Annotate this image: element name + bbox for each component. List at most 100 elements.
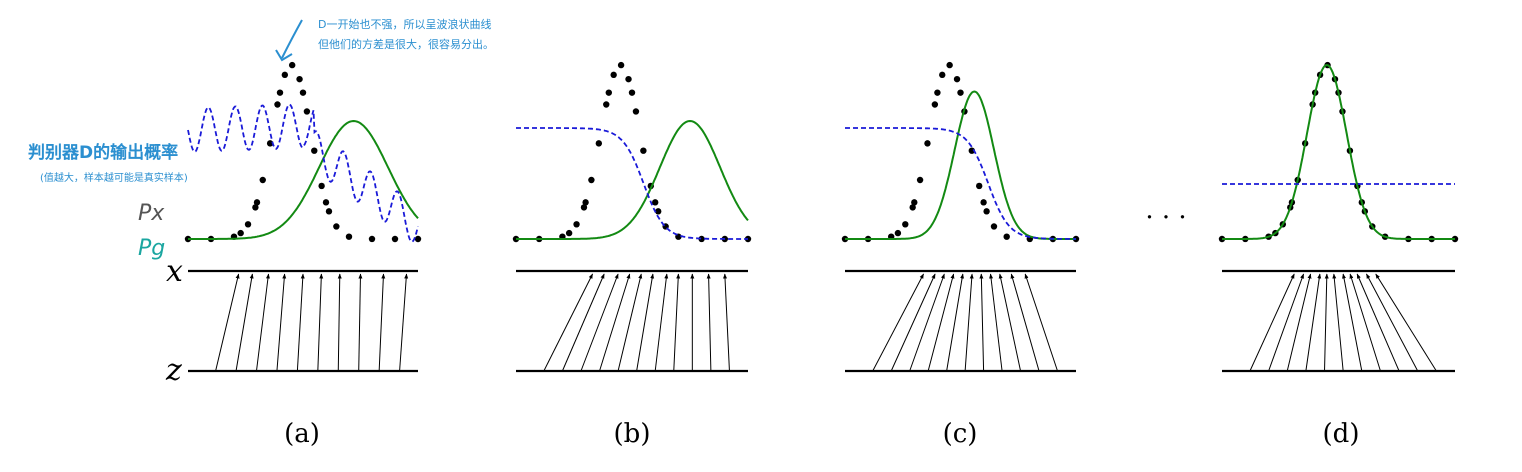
mapping-arrow (1342, 273, 1363, 372)
z-axis-label: z (165, 353, 182, 388)
mapping-arrow (998, 273, 1022, 372)
data-distribution-dot (632, 108, 640, 115)
mapping-arrow (946, 273, 965, 372)
mapping-arrow (296, 273, 305, 372)
data-distribution-dot (976, 182, 983, 190)
generator-distribution-curve (1222, 63, 1455, 240)
data-distribution-dot (983, 208, 990, 215)
data-distribution-dot (259, 176, 266, 184)
data-distribution-dot (281, 71, 289, 79)
data-distribution-dot (939, 71, 946, 79)
data-distribution-dot (244, 221, 252, 228)
data-distribution-dot (253, 199, 261, 206)
mapping-arrow (1249, 273, 1295, 372)
legend-pg: Pg (138, 236, 165, 261)
data-distribution-dot (266, 140, 274, 147)
data-distribution-dot (391, 235, 399, 243)
legend-px: Px (138, 201, 165, 226)
panel-c (841, 61, 1080, 373)
mapping-arrow (673, 273, 681, 372)
annotation-arrow-head (275, 49, 293, 62)
data-distribution-dot (625, 75, 632, 83)
data-distribution-dot (605, 89, 612, 96)
ellipsis: · · · (1145, 203, 1186, 233)
caption-a: (a) (284, 419, 320, 449)
data-distribution-dot (565, 229, 573, 237)
mapping-arrow (599, 273, 631, 372)
data-distribution-dot (603, 101, 610, 108)
mapping-arrow (399, 273, 409, 372)
data-distribution-dot (946, 61, 953, 69)
data-distribution-dot (640, 147, 647, 154)
data-distribution-dot (953, 75, 961, 83)
data-distribution-dot (345, 233, 353, 240)
mapping-arrow (1349, 273, 1381, 372)
discriminator-output-curve (845, 127, 1076, 240)
panel-a (184, 61, 422, 373)
mapping-arrow (543, 273, 594, 372)
mapping-arrow (337, 273, 342, 372)
mapping-arrow (1286, 273, 1312, 372)
data-distribution-dot (1003, 233, 1010, 240)
data-distribution-dot (296, 75, 303, 83)
data-distribution-dot (595, 140, 603, 147)
caption-b: (b) (614, 419, 651, 449)
mapping-arrow (358, 273, 363, 372)
data-distribution-dot (303, 108, 311, 115)
annotation-arrow-shaft (281, 19, 303, 59)
mapping-arrow (1010, 273, 1040, 372)
mapping-arrow (255, 273, 270, 372)
data-distribution-dot (573, 221, 580, 228)
data-distribution-dot (368, 235, 376, 243)
mapping-arrow (872, 273, 924, 372)
data-distribution-dot (911, 199, 918, 206)
mapping-arrow (1268, 273, 1305, 372)
mapping-arrow (1366, 273, 1419, 372)
data-distribution-dot (582, 199, 589, 206)
generator-distribution-curve (516, 119, 749, 240)
top-note-line1: D一开始也不强，所以呈波浪状曲线 (318, 17, 491, 31)
mapping-arrow (1024, 273, 1058, 372)
data-distribution-dot (909, 204, 916, 211)
data-distribution-dot (617, 61, 625, 69)
discriminator-output-curve (187, 103, 419, 243)
panel-b (512, 61, 752, 373)
data-distribution-dot (288, 61, 296, 69)
data-distribution-dot (299, 89, 307, 96)
data-distribution-dot (252, 204, 259, 211)
mapping-arrow (276, 273, 287, 372)
mapping-arrow (706, 273, 712, 372)
mapping-arrow (1324, 273, 1329, 372)
caption-c: (c) (943, 419, 978, 449)
mapping-arrow (378, 273, 386, 372)
data-distribution-dot (652, 199, 659, 206)
mapping-arrow (979, 273, 985, 372)
mapping-arrow (235, 273, 254, 372)
data-distribution-dot (916, 176, 924, 184)
data-distribution-dot (990, 223, 998, 230)
data-distribution-dot (414, 235, 422, 243)
data-distribution-dot (968, 147, 976, 154)
mapping-arrow (1332, 273, 1344, 372)
mapping-arrow (989, 273, 1003, 372)
data-distribution-dot (931, 101, 939, 108)
mapping-arrow (580, 273, 619, 372)
top-note-line2: 但他们的方差是很大，很容易分出。 (318, 37, 494, 51)
data-distribution-dot (698, 235, 705, 243)
mapping-arrow (561, 273, 605, 372)
mapping-arrow (215, 273, 240, 372)
data-distribution-dot (934, 89, 941, 96)
data-distribution-dot (902, 221, 909, 228)
panel-d (1218, 61, 1459, 373)
data-distribution-dot (655, 208, 662, 215)
data-distribution-dot (610, 71, 617, 79)
mapping-arrow (723, 273, 730, 372)
data-distribution-dot (333, 223, 340, 230)
mapping-arrow (964, 273, 974, 372)
mapping-arrow (654, 273, 669, 372)
disc-output-label: 判别器D的输出概率 (28, 142, 178, 163)
data-distribution-dot (311, 147, 318, 154)
caption-d: (d) (1323, 419, 1360, 449)
data-distribution-dot (580, 204, 588, 211)
